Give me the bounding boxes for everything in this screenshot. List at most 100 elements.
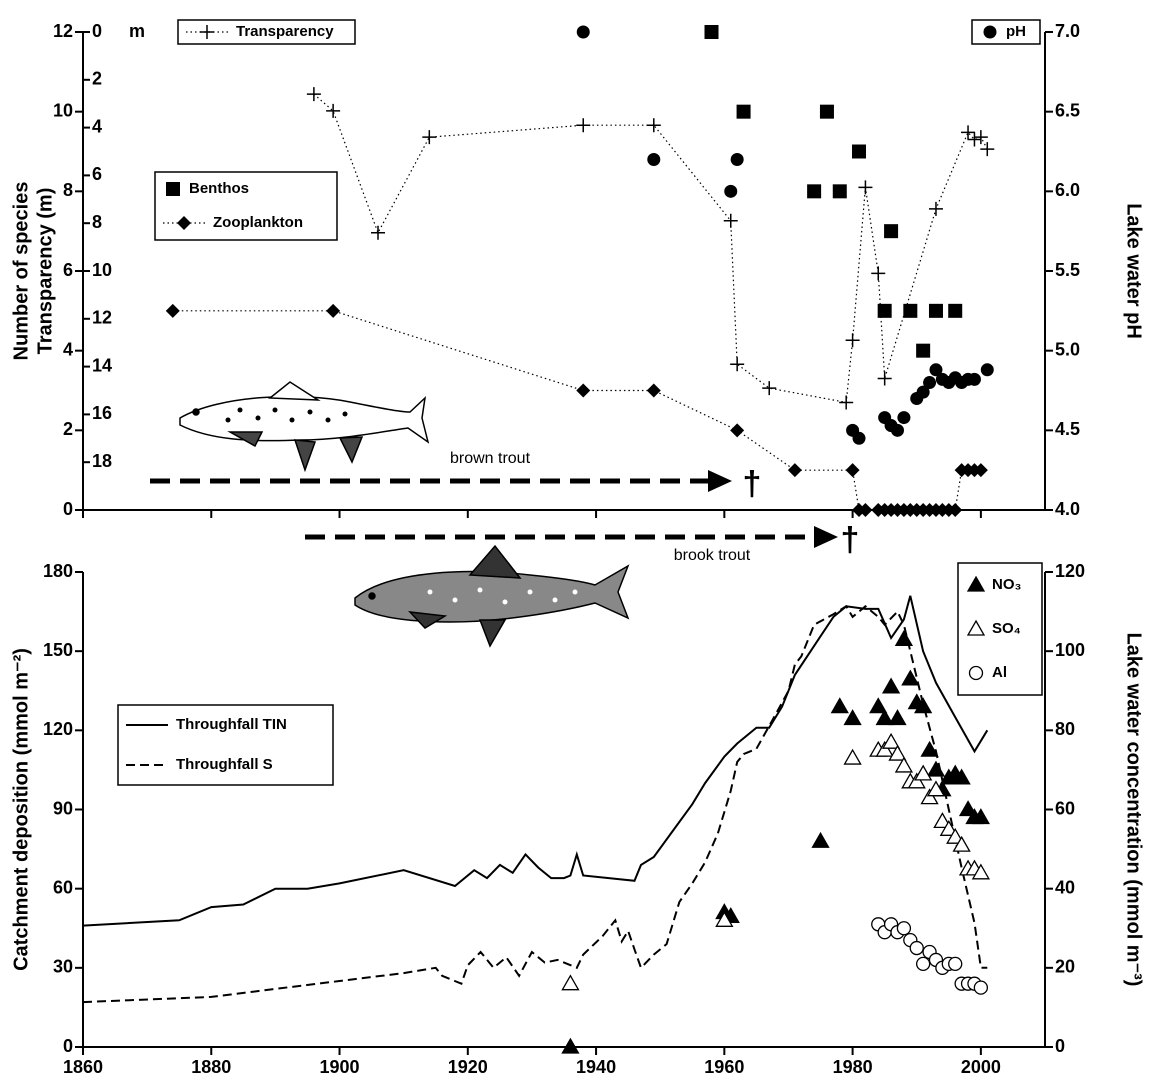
y3-tick-label: 4 [92, 116, 102, 136]
marker [896, 921, 912, 936]
marker [920, 740, 939, 757]
y2-tick-label: 20 [1055, 957, 1075, 977]
x-tick-label: 2000 [961, 1057, 1001, 1077]
y3-tick-label: 14 [92, 355, 112, 375]
marker [926, 780, 946, 797]
marker [973, 130, 988, 145]
marker [928, 303, 943, 318]
marker [326, 103, 341, 118]
marker [845, 463, 860, 478]
marker [952, 768, 971, 785]
brown-trout-drawing [179, 381, 430, 473]
marker [858, 503, 873, 517]
marker [928, 201, 943, 216]
series-line [82, 604, 988, 1004]
marker [326, 303, 341, 318]
y2-tick-label: 6.5 [1055, 100, 1080, 120]
y-tick-label: 0 [63, 499, 73, 519]
marker [811, 831, 830, 848]
y-axis-label: Number of species [10, 182, 32, 361]
x-tick-label: 1940 [576, 1057, 616, 1077]
marker [869, 697, 888, 714]
marker [958, 800, 978, 817]
marker [916, 343, 931, 358]
annotation: † [841, 521, 860, 559]
y3-tick-label: 12 [92, 308, 112, 328]
y-tick-label: 120 [43, 719, 73, 739]
marker [897, 411, 911, 425]
y-tick-label: 2 [63, 419, 73, 439]
y2-tick-label: 4.0 [1055, 499, 1080, 519]
y3-tick-label: 16 [92, 403, 112, 423]
y2-tick-label: 5.5 [1055, 260, 1080, 280]
marker [894, 629, 914, 646]
marker [888, 709, 907, 726]
marker [923, 376, 937, 390]
marker [858, 180, 873, 195]
y2-tick-label: 60 [1055, 798, 1075, 818]
y3-unit: m [129, 21, 145, 41]
legend-marker [966, 619, 986, 636]
marker [730, 152, 744, 166]
marker [948, 303, 963, 318]
legend-marker [966, 575, 986, 592]
y2-tick-label: 6.0 [1055, 180, 1080, 200]
legend-box [117, 704, 334, 786]
y3-tick-label: 18 [92, 451, 112, 471]
legend-label: Benthos [189, 180, 249, 197]
marker [839, 395, 854, 410]
marker [946, 827, 965, 844]
marker [561, 974, 580, 991]
marker [948, 956, 963, 972]
y-tick-label: 30 [53, 957, 73, 977]
y2-tick-label: 100 [1055, 640, 1085, 660]
marker [647, 152, 661, 166]
legend-label: Transparency [236, 23, 334, 40]
brown-trout-arrow [150, 470, 732, 492]
marker [973, 463, 988, 478]
y-tick-label: 0 [63, 1036, 73, 1056]
marker [903, 303, 918, 318]
marker [971, 808, 990, 825]
y2-tick-label: 120 [1055, 561, 1085, 581]
marker [724, 184, 738, 198]
y2-tick-label: 80 [1055, 719, 1075, 739]
y3-tick-label: 10 [92, 260, 112, 280]
marker [730, 423, 745, 438]
marker [871, 266, 886, 281]
series-line [313, 93, 988, 404]
annotation: brook trout [674, 547, 751, 564]
y-tick-label: 6 [63, 260, 73, 280]
annotation: † [743, 465, 762, 503]
legend-label: NO₃ [992, 576, 1022, 593]
marker [576, 383, 591, 398]
y-tick-label: 4 [63, 339, 73, 359]
legend-label: Zooplankton [213, 214, 303, 231]
legend-label: Throughfall TIN [176, 716, 287, 733]
marker [939, 819, 958, 836]
y2-tick-label: 7.0 [1055, 21, 1080, 41]
marker [819, 104, 834, 119]
y2-tick-label: 0 [1055, 1036, 1065, 1056]
y-tick-label: 12 [53, 21, 73, 41]
marker [967, 132, 982, 147]
y-tick-label: 180 [43, 561, 73, 581]
marker [948, 503, 963, 517]
y3-tick-label: 2 [92, 69, 102, 89]
legend-box [971, 19, 1041, 45]
annotation: brown trout [450, 450, 531, 467]
marker [907, 772, 926, 789]
legend-marker [968, 665, 984, 681]
marker [920, 788, 939, 805]
marker [884, 224, 899, 239]
marker [576, 118, 591, 133]
marker [894, 756, 914, 773]
marker [646, 383, 661, 398]
marker [901, 669, 920, 686]
marker [787, 463, 802, 478]
marker [762, 381, 777, 396]
marker [967, 372, 981, 386]
marker [916, 385, 930, 399]
marker [926, 760, 946, 777]
